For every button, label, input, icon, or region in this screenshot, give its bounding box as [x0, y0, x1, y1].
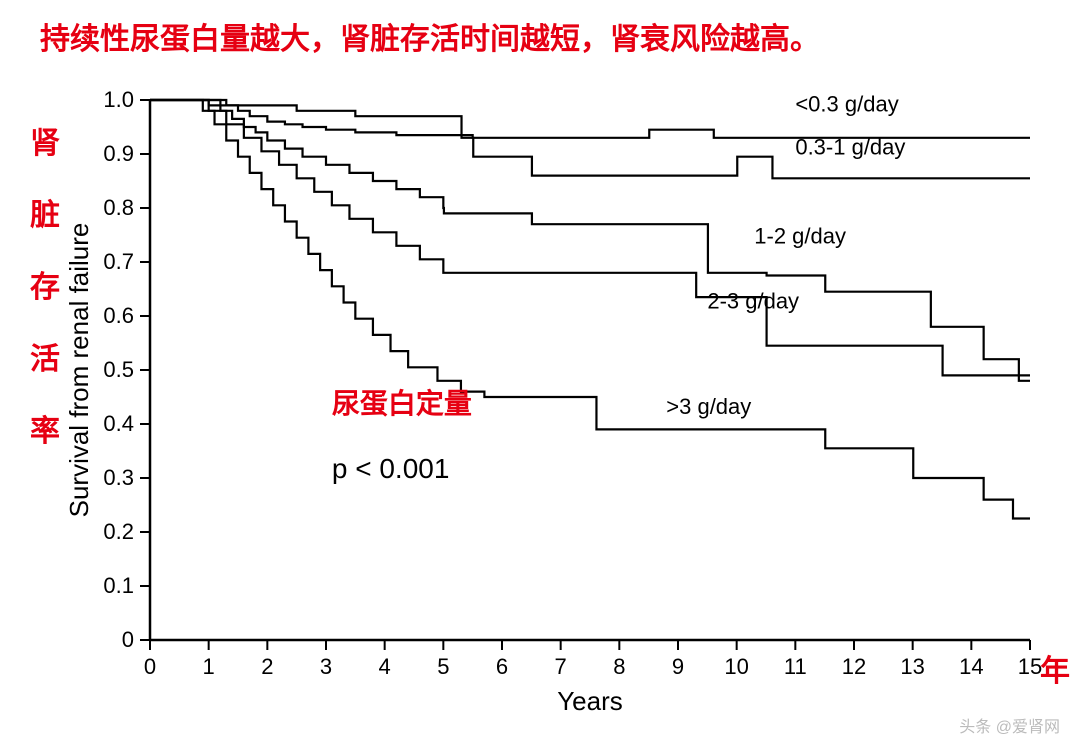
svg-text:0.9: 0.9	[103, 141, 134, 166]
svg-text:2: 2	[261, 654, 273, 679]
series-label: 2-3 g/day	[707, 289, 799, 314]
svg-text:6: 6	[496, 654, 508, 679]
svg-text:3: 3	[320, 654, 332, 679]
svg-text:4: 4	[379, 654, 391, 679]
series-label: >3 g/day	[666, 394, 751, 419]
series->3 g/day	[150, 100, 1030, 519]
series-label: <0.3 g/day	[795, 91, 898, 116]
svg-text:0.7: 0.7	[103, 249, 134, 274]
svg-text:0.2: 0.2	[103, 519, 134, 544]
svg-text:0.6: 0.6	[103, 303, 134, 328]
svg-text:0: 0	[144, 654, 156, 679]
svg-text:0.5: 0.5	[103, 357, 134, 382]
svg-text:1: 1	[203, 654, 215, 679]
svg-text:8: 8	[613, 654, 625, 679]
svg-text:9: 9	[672, 654, 684, 679]
svg-text:13: 13	[900, 654, 924, 679]
chart-annotation: p < 0.001	[332, 453, 450, 484]
svg-text:11: 11	[784, 654, 807, 679]
svg-text:15: 15	[1018, 654, 1042, 679]
survival-chart: 0123456789101112131415Years00.10.20.30.4…	[0, 0, 1080, 743]
svg-text:10: 10	[724, 654, 748, 679]
svg-text:0.1: 0.1	[103, 573, 134, 598]
svg-text:7: 7	[555, 654, 567, 679]
svg-text:Survival from renal failure: Survival from renal failure	[64, 223, 94, 518]
svg-text:0.4: 0.4	[103, 411, 134, 436]
svg-text:12: 12	[842, 654, 866, 679]
svg-text:5: 5	[437, 654, 449, 679]
svg-text:0: 0	[122, 627, 134, 652]
svg-text:0.8: 0.8	[103, 195, 134, 220]
svg-text:14: 14	[959, 654, 983, 679]
svg-text:Years: Years	[557, 686, 623, 716]
svg-text:1.0: 1.0	[103, 87, 134, 112]
series-label: 0.3-1 g/day	[795, 135, 905, 160]
watermark: 头条 @爱肾网	[959, 713, 1060, 737]
series-label: 1-2 g/day	[754, 224, 846, 249]
chart-annotation: 尿蛋白定量	[332, 387, 472, 419]
svg-text:0.3: 0.3	[103, 465, 134, 490]
